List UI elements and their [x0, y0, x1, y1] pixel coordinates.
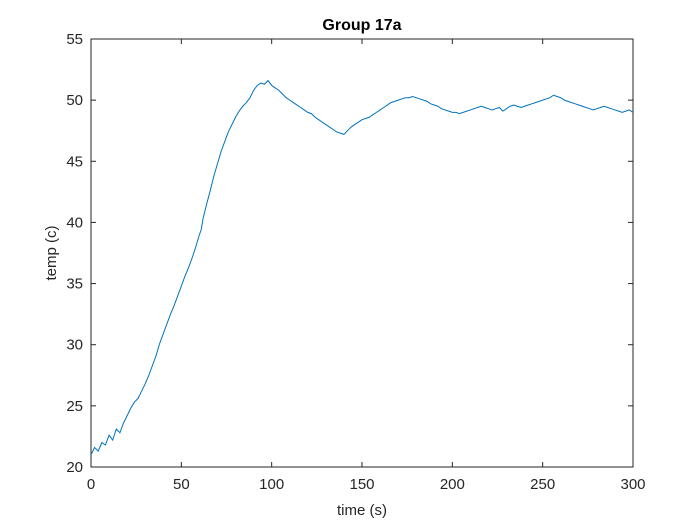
- y-axis-label: temp (c): [43, 225, 60, 280]
- x-tick-label: 100: [259, 476, 284, 493]
- y-tick-label: 45: [66, 153, 83, 170]
- y-tick-label: 40: [66, 214, 83, 231]
- x-tick-label: 300: [620, 476, 645, 493]
- x-tick-label: 50: [173, 476, 190, 493]
- y-tick-label: 30: [66, 337, 83, 354]
- axis-tick-labels: 0 50 100 150 200 250 300 20 25 30 35 40 45 50 55: [66, 31, 645, 493]
- x-axis-label: time (s): [337, 502, 387, 519]
- y-tick-label: 50: [66, 92, 83, 109]
- series-line: [90, 79, 634, 455]
- y-tick-label: 25: [66, 398, 83, 415]
- x-tick-label: 0: [87, 476, 95, 493]
- chart-title: Group 17a: [322, 17, 401, 34]
- y-tick-label: 20: [66, 459, 83, 476]
- x-tick-label: 250: [530, 476, 555, 493]
- x-tick-label: 200: [440, 476, 465, 493]
- x-tick-label: 150: [349, 476, 374, 493]
- axis-ticks: [90, 38, 634, 468]
- y-tick-label: 55: [66, 31, 83, 48]
- y-tick-label: 35: [66, 276, 83, 293]
- plot-area: [90, 38, 634, 468]
